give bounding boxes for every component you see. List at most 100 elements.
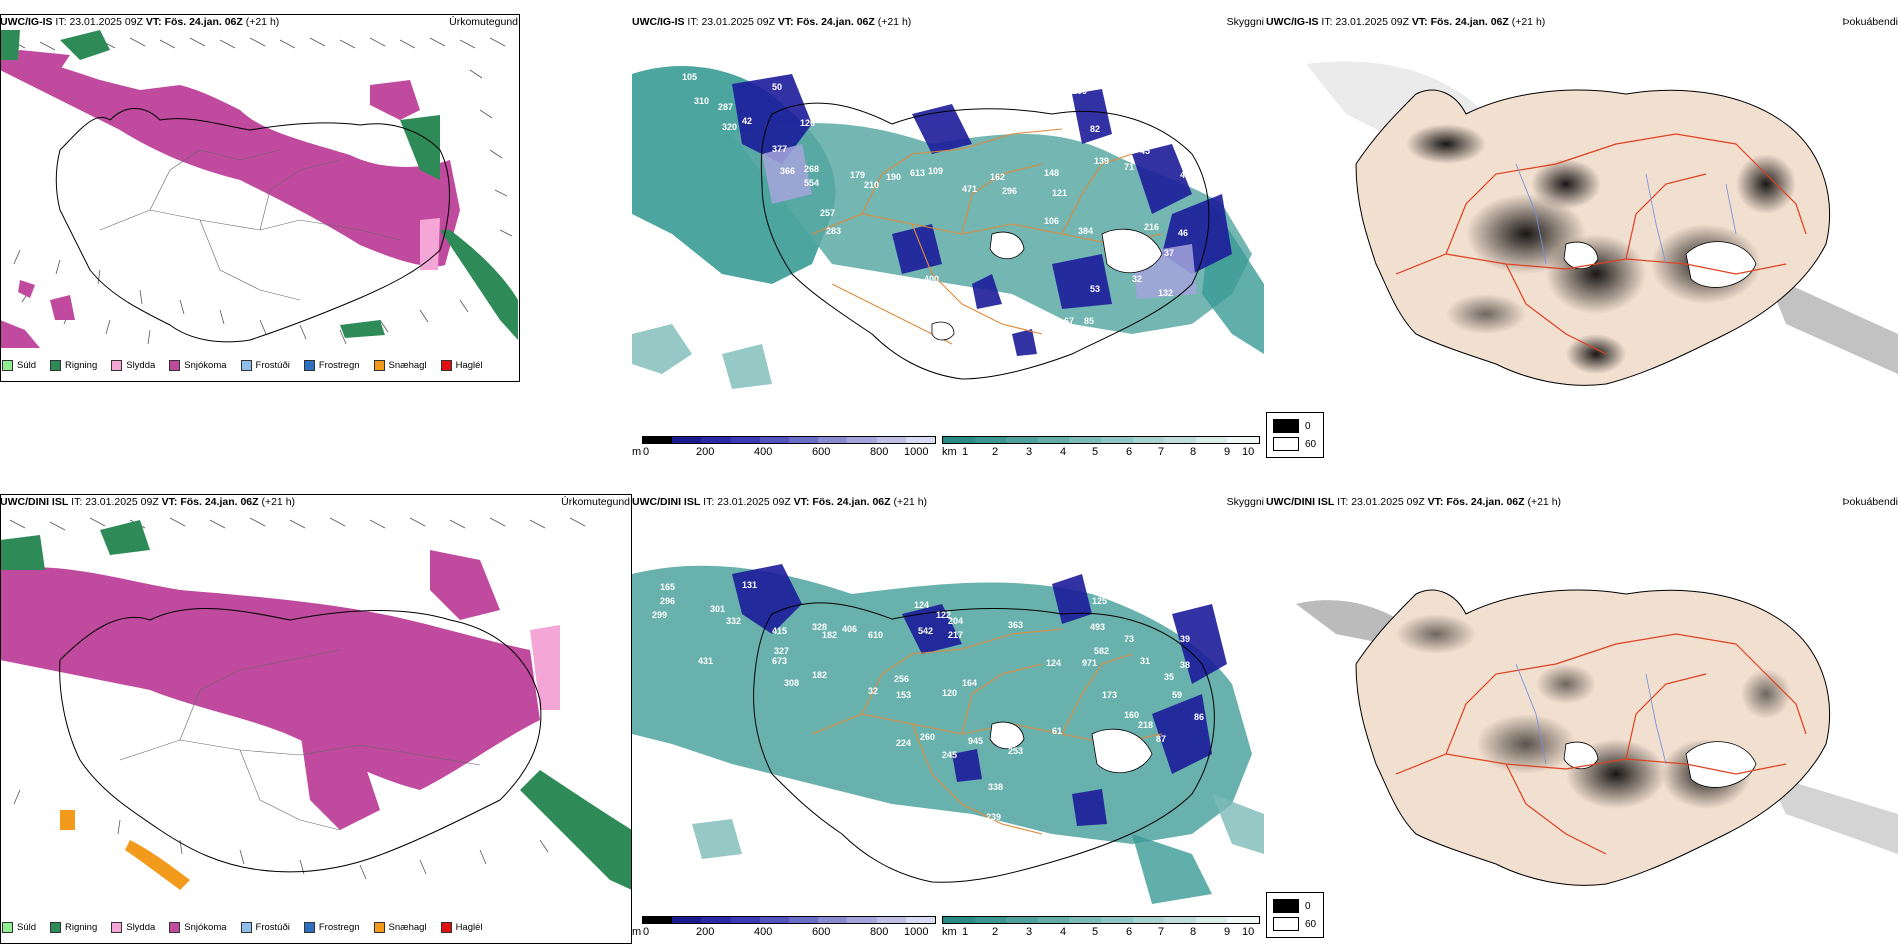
svg-text:415: 415 [772,626,787,636]
svg-text:57: 57 [1100,734,1110,744]
rain-area [520,770,632,890]
svg-text:327: 327 [774,646,789,656]
wind-barbs [9,517,599,880]
lead-time: (+21 h) [261,496,296,508]
svg-text:42: 42 [742,116,752,126]
colorbar-strip [642,916,936,924]
colorbar-tick: 4 [1060,446,1067,458]
colorbar-tick: 9 [1224,926,1231,938]
svg-text:59: 59 [1172,690,1182,700]
panel-title: Skyggni [1226,16,1264,28]
rain-area [440,230,518,340]
coastline [55,107,450,343]
coastline [59,608,542,873]
legend-item: Snæhagl [373,922,427,933]
colorbar-tick: 800 [870,926,889,938]
it-label: IT: [71,496,83,508]
svg-text:239: 239 [986,812,1001,822]
colorbar-tick: 5 [1092,926,1099,938]
colorbar-tick: 1 [962,926,969,938]
svg-text:142: 142 [650,48,665,58]
colorbar-tick: 8 [1190,446,1197,458]
panel-header: UWC/IG-IS IT: 23.01.2025 09Z VT: Fös. 24… [0,14,520,30]
svg-text:87: 87 [1156,734,1166,744]
svg-text:320: 320 [722,122,737,132]
legend-item: Snjókoma [169,922,227,933]
model-name: UWC/DINI ISL [632,496,701,508]
colorbar-tick: 200 [696,446,715,458]
svg-text:38: 38 [1180,660,1190,670]
svg-text:332: 332 [726,616,741,626]
svg-text:45: 45 [1140,146,1150,156]
colorbar-tick: 7 [1158,446,1165,458]
lead-time: (+21 h) [245,16,280,28]
colorbar-visibility-m: m 0 200 400 600 800 1000 [632,916,937,940]
visibility-value-labels: 390 57 165 296 299 301 332 131 415 327 3… [652,546,1204,822]
svg-text:106: 106 [1044,216,1059,226]
svg-text:308: 308 [784,678,799,688]
legend-item: Snæhagl [373,360,427,371]
legend-item: Frostregn [303,922,360,933]
lead-time: (+21 h) [1511,16,1546,28]
svg-text:296: 296 [660,596,675,606]
colorbar-tick: 4 [1060,926,1067,938]
svg-text:53: 53 [1090,284,1100,294]
svg-text:210: 210 [864,180,879,190]
svg-text:120: 120 [942,688,957,698]
model-name: UWC/IG-IS [632,16,685,28]
panel-header: UWC/DINI ISL IT: 23.01.2025 09Z VT: Fös.… [632,494,1266,510]
glaciers [1563,741,1757,788]
colorbar-tick: 400 [754,446,773,458]
svg-text:148: 148 [1044,168,1059,178]
precip-legend: Súld Rigning Slydda Snjókoma Frostúði Fr… [2,922,497,933]
svg-text:363: 363 [1008,620,1023,630]
model-name: UWC/IG-IS [0,16,53,28]
rivers [1515,663,1667,765]
svg-text:493: 493 [1090,622,1105,632]
fog-legend: 0 60 [1266,892,1324,938]
colorbar-tick: 9 [1224,446,1231,458]
svg-text:554: 554 [804,178,819,188]
panel-title: Þokuábendi [1842,16,1898,28]
svg-text:51: 51 [1154,610,1164,620]
svg-text:377: 377 [772,144,787,154]
panel-header: UWC/DINI ISL IT: 23.01.2025 09Z VT: Fös.… [0,494,632,510]
svg-text:125: 125 [1092,596,1107,606]
colorbar-tick: 1 [962,446,969,458]
legend-item: Súld [2,922,36,933]
vt-label: VT: [1427,496,1444,508]
svg-text:217: 217 [948,630,963,640]
init-time: 23.01.2025 09Z [69,16,143,28]
it-label: IT: [55,16,67,28]
roads [119,649,481,831]
svg-text:124: 124 [914,600,929,610]
svg-text:224: 224 [896,738,911,748]
init-time: 23.01.2025 09Z [85,496,159,508]
vt-label: VT: [161,496,178,508]
svg-text:82: 82 [792,786,802,796]
colorbar-unit: m [632,926,642,938]
lead-time: (+21 h) [1527,496,1562,508]
roads [1395,633,1807,855]
svg-text:35: 35 [1164,672,1174,682]
lead-time: (+21 h) [877,16,912,28]
svg-text:301: 301 [710,604,725,614]
svg-text:82: 82 [1090,124,1100,134]
fog-legend-item: 0 [1273,419,1311,433]
panel-fog-dini: UWC/DINI ISL IT: 23.01.2025 09Z VT: Fös.… [1266,494,1900,944]
colorbar-tick: 400 [754,926,773,938]
valid-time: Fös. 24.jan. 06Z [164,16,243,28]
legend-item: Rigning [50,360,97,371]
svg-text:71: 71 [1124,162,1134,172]
svg-text:50: 50 [772,82,782,92]
svg-text:217: 217 [1108,238,1123,248]
colorbar-strip [942,916,1260,924]
svg-text:73: 73 [1124,634,1134,644]
svg-text:165: 165 [660,582,675,592]
panel-title: Skyggni [1226,496,1264,508]
legend-item: Haglél [440,360,483,371]
svg-text:182: 182 [812,670,827,680]
svg-text:253: 253 [1008,746,1023,756]
legend-item: Haglél [440,922,483,933]
legend-item: Frostregn [303,360,360,371]
